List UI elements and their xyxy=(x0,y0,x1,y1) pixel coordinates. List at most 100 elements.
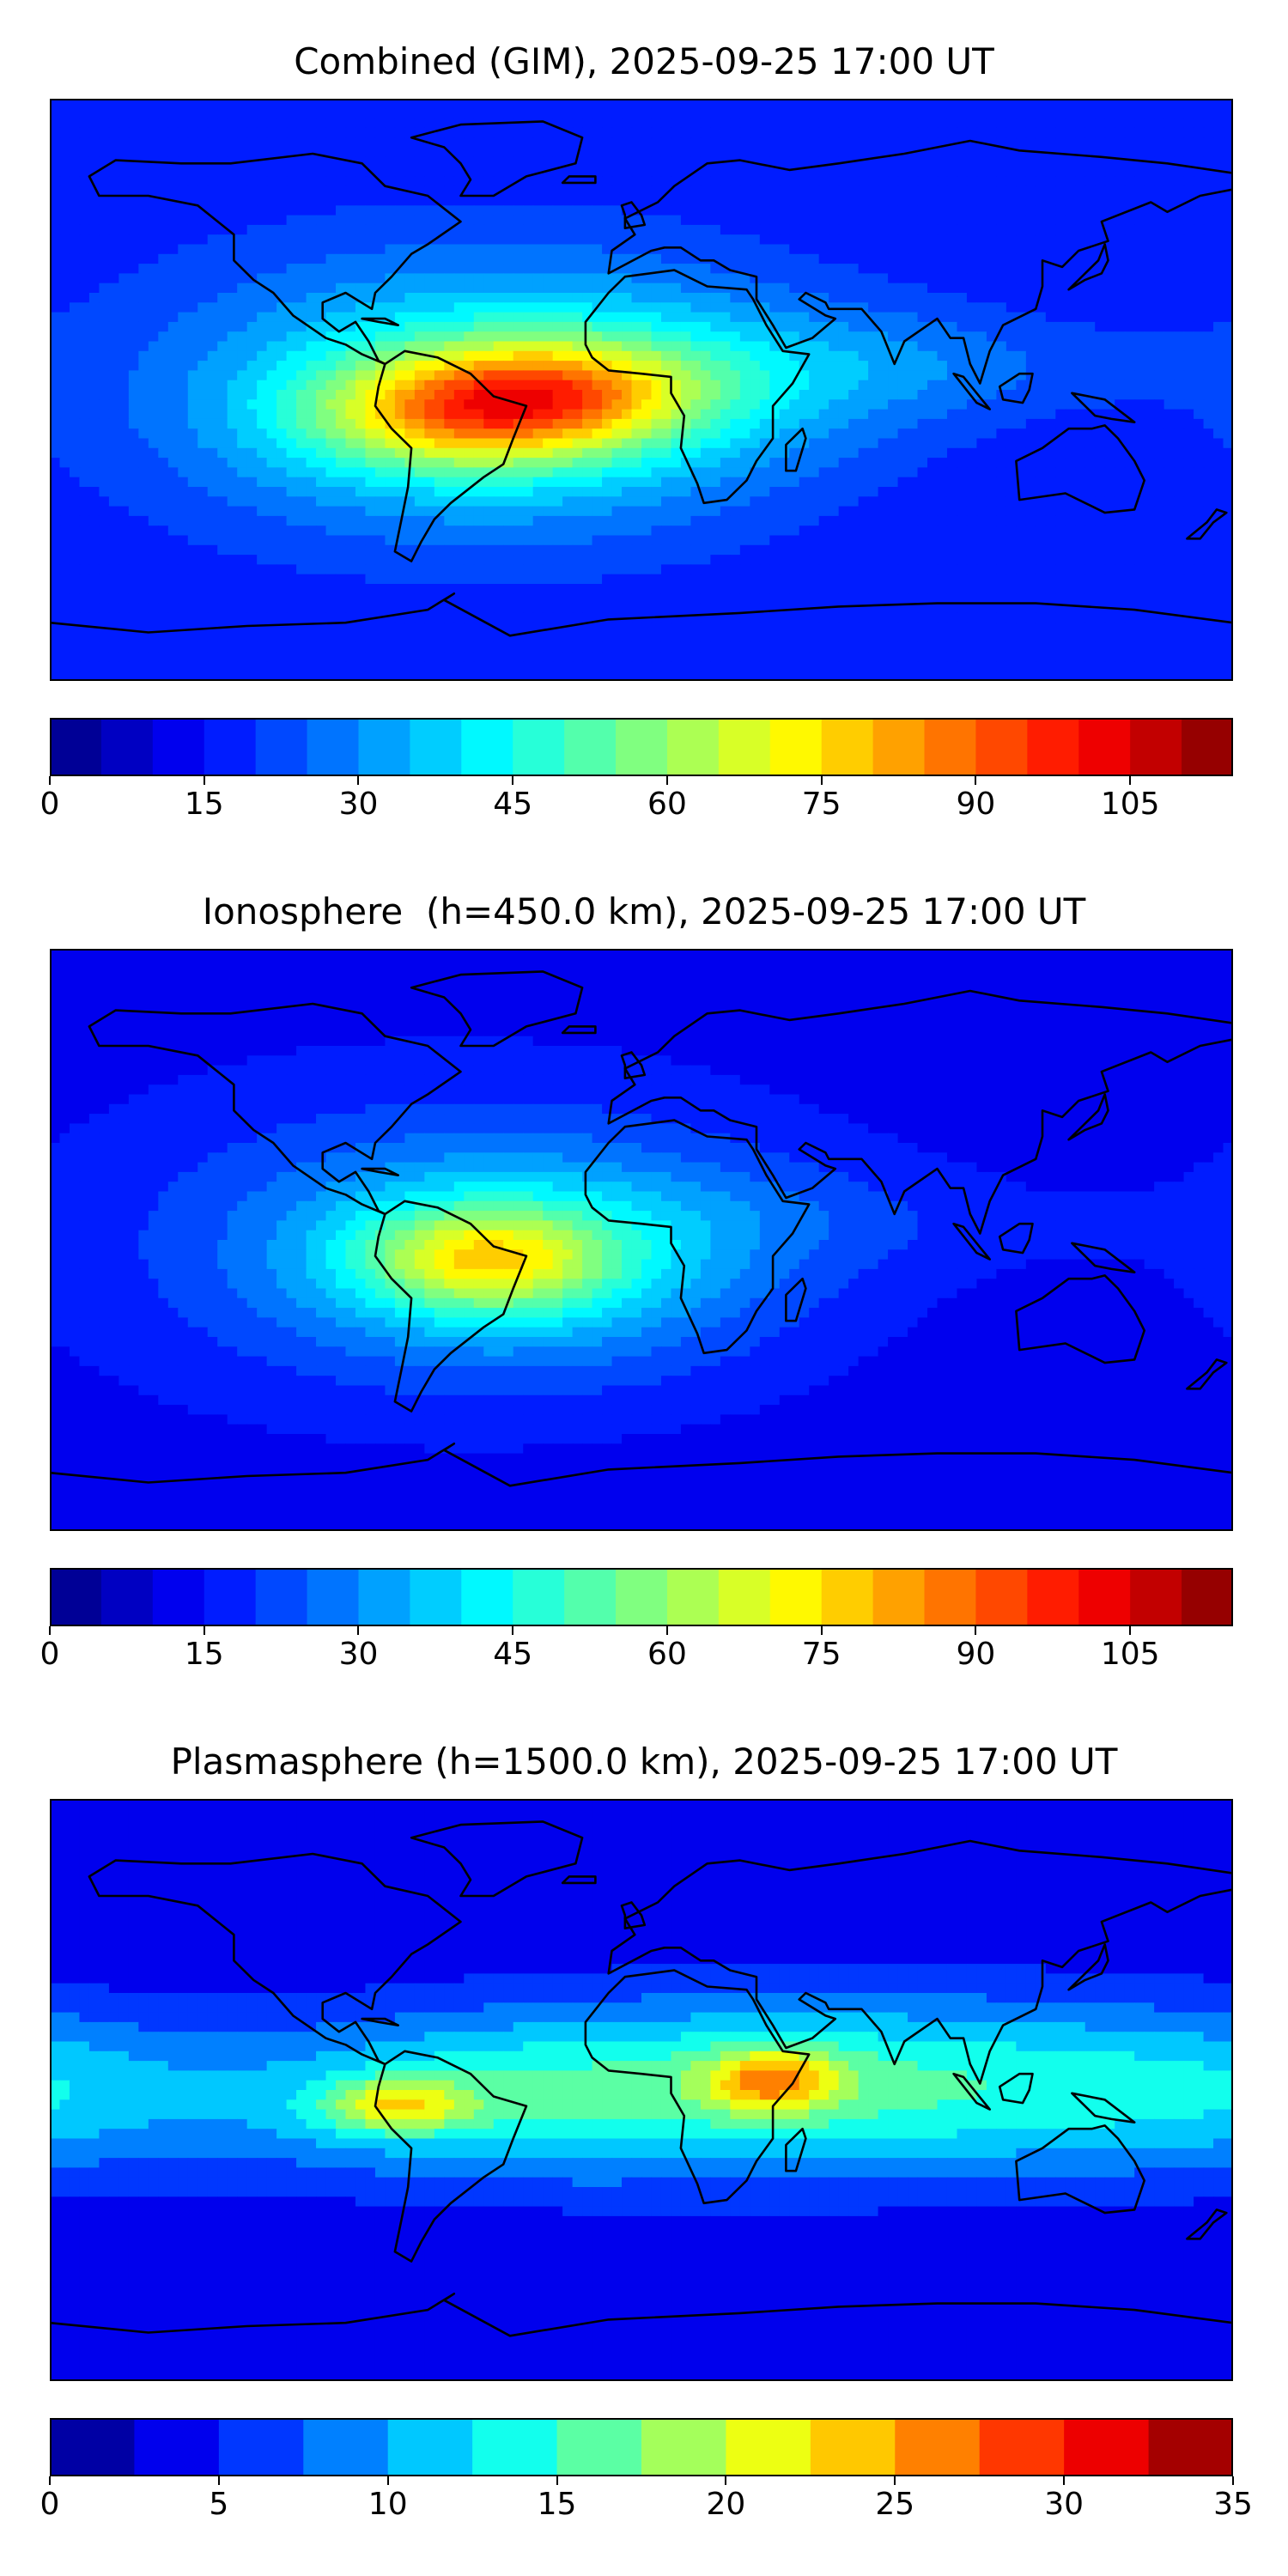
coastline-great-britain xyxy=(620,1901,647,1929)
colorbar-tick-label: 10 xyxy=(368,2487,408,2522)
coastline-new-zealand xyxy=(1186,2208,1228,2240)
colorbar-segment xyxy=(821,718,874,776)
colorbar-segment xyxy=(641,2418,726,2476)
colorbar-segment xyxy=(1027,718,1079,776)
colorbar-segment xyxy=(513,1568,565,1626)
colorbar-segment xyxy=(307,1568,359,1626)
colorbar-segment xyxy=(1078,718,1131,776)
coastline-sumatra xyxy=(952,372,991,410)
coastline-japan xyxy=(1067,1093,1109,1141)
tec-field xyxy=(50,949,1234,1532)
colorbar-tick-label: 60 xyxy=(647,1637,687,1672)
coastline-new-guinea xyxy=(1071,1242,1136,1274)
colorbar-segment xyxy=(50,718,102,776)
colorbar-tick-label: 35 xyxy=(1213,2487,1253,2522)
colorbar-tick-mark xyxy=(203,1626,205,1635)
coastline-cuba xyxy=(361,2017,400,2027)
colorbar-segment xyxy=(50,1568,102,1626)
coastline-south-america xyxy=(374,2050,528,2263)
colorbar-segment xyxy=(1027,1568,1079,1626)
colorbar-segment xyxy=(979,2418,1065,2476)
coastlines xyxy=(49,970,1235,1487)
colorbar-tick-mark xyxy=(49,1626,51,1635)
colorbar-tick-mark xyxy=(665,776,668,785)
colorbar-ticks: 0 15 30 45 60 75 90 105 xyxy=(40,776,1233,822)
map-svg xyxy=(49,99,1235,682)
colorbar-segment xyxy=(718,718,771,776)
colorbar-segment xyxy=(769,718,823,776)
coastline-antarctica xyxy=(49,2292,1234,2337)
colorbar-segment xyxy=(100,1568,154,1626)
colorbar-tick-label: 20 xyxy=(707,2487,746,2522)
colorbar-segment xyxy=(410,718,462,776)
colorbar-tick-mark xyxy=(975,776,977,785)
coastline-australia xyxy=(1015,2124,1145,2215)
colorbar-tick-label: 90 xyxy=(957,1637,996,1672)
tec-map xyxy=(49,949,1235,1532)
colorbar-tick-mark xyxy=(894,2476,896,2485)
colorbar-tick-mark xyxy=(820,1626,823,1635)
coastline-greenland xyxy=(410,120,584,197)
coastline-new-zealand xyxy=(1186,508,1228,540)
coastline-borneo xyxy=(998,2072,1034,2105)
colorbar-tick-mark xyxy=(512,1626,514,1635)
colorbar-segment xyxy=(872,1568,926,1626)
coastline-madagascar xyxy=(785,1277,807,1322)
colorbar-segment xyxy=(924,718,976,776)
coastline-greenland xyxy=(410,1820,584,1898)
coastline-antarctica xyxy=(49,1442,1234,1487)
coastline-australia xyxy=(1015,1274,1145,1364)
colorbar-segment xyxy=(152,1568,205,1626)
coastline-eurasia xyxy=(607,139,1235,385)
colorbar-tick-mark xyxy=(357,1626,360,1635)
coastline-africa xyxy=(584,1969,811,2205)
coastline-cuba xyxy=(361,1167,400,1177)
colorbar-tick-mark xyxy=(1129,776,1132,785)
chart-title: Ionosphere (h=450.0 km), 2025-09-25 17:0… xyxy=(0,891,1288,933)
colorbar-segment xyxy=(726,2418,811,2476)
coastline-africa xyxy=(584,269,811,505)
coastline-australia xyxy=(1015,424,1145,514)
colorbar-tick-label: 75 xyxy=(802,787,841,822)
colorbar-tick-mark xyxy=(49,2476,51,2485)
colorbar-segment xyxy=(616,718,668,776)
colorbar-tick-label: 15 xyxy=(538,2487,577,2522)
coastline-eurasia xyxy=(607,989,1235,1235)
colorbar-segment xyxy=(769,1568,823,1626)
map-frame xyxy=(50,1799,1233,2381)
colorbar-tick-label: 0 xyxy=(40,2487,60,2522)
colorbar-segment xyxy=(872,718,926,776)
colorbar-tick-mark xyxy=(1232,2476,1234,2485)
colorbar-segment xyxy=(1148,2418,1234,2476)
colorbar-tick-label: 0 xyxy=(40,787,60,822)
colorbar-tick-mark xyxy=(203,776,205,785)
colorbar-segment xyxy=(461,1568,513,1626)
colorbar-tick-label: 30 xyxy=(339,787,379,822)
colorbar-frame xyxy=(50,718,1233,776)
colorbar-tick-label: 45 xyxy=(493,1637,532,1672)
coastline-south-america xyxy=(374,1200,528,1413)
coastline-iceland xyxy=(561,175,597,185)
colorbar-tick-mark xyxy=(1129,1626,1132,1635)
colorbar-tick-mark xyxy=(820,776,823,785)
colorbar-segment xyxy=(152,718,205,776)
colorbar-segment xyxy=(472,2418,558,2476)
coastline-borneo xyxy=(998,372,1034,404)
tec-field xyxy=(50,1799,1234,2382)
colorbar-tick-mark xyxy=(975,1626,977,1635)
colorbar-tick-label: 0 xyxy=(40,1637,60,1672)
colorbar-segment xyxy=(204,718,257,776)
colorbar-tick-mark xyxy=(386,2476,389,2485)
colorbar-segment xyxy=(564,1568,617,1626)
colorbar-segment xyxy=(556,2418,642,2476)
coastline-madagascar xyxy=(785,427,807,472)
coastline-iceland xyxy=(561,1025,597,1035)
colorbar-segment xyxy=(410,1568,462,1626)
colorbar-tick-label: 90 xyxy=(957,787,996,822)
colorbar-ticks: 0 5 10 15 20 25 30 35 xyxy=(40,2476,1253,2522)
colorbar-tick-label: 15 xyxy=(185,787,224,822)
coastline-antarctica xyxy=(49,592,1234,637)
colorbar-frame xyxy=(50,2418,1233,2476)
coastline-north-america xyxy=(88,1852,462,2066)
coastline-africa xyxy=(584,1119,811,1355)
